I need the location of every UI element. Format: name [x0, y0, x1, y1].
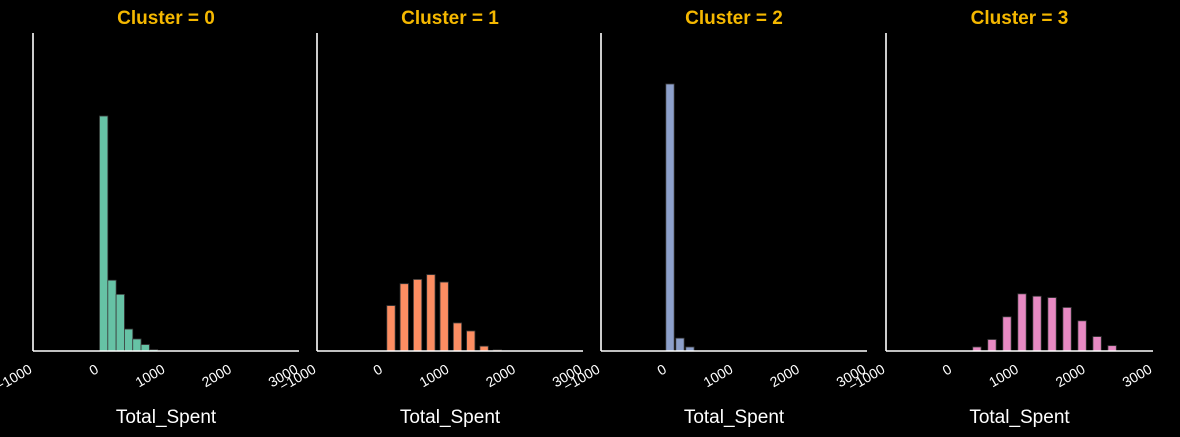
histogram-bar — [413, 279, 423, 352]
histogram-bar — [132, 338, 142, 352]
histogram-bar — [426, 274, 436, 352]
histogram-bar — [1047, 297, 1057, 352]
panel-title: Cluster = 2 — [685, 8, 783, 29]
histogram-bar — [1077, 320, 1087, 352]
histogram-bar — [99, 115, 109, 352]
histogram-bar — [115, 293, 125, 352]
histogram-bar — [452, 322, 463, 352]
panel-title: Cluster = 3 — [971, 8, 1069, 29]
histogram-bar — [1107, 345, 1117, 352]
histogram-bar — [1032, 295, 1042, 352]
histogram-bar — [439, 281, 449, 352]
x-axis-label: Total_Spent — [400, 407, 501, 428]
histogram-bar — [1017, 293, 1027, 352]
histogram-bar — [399, 283, 409, 352]
x-axis-label: Total_Spent — [969, 407, 1070, 428]
histogram-bar — [466, 330, 476, 352]
histogram-bar — [675, 337, 685, 352]
histogram-bar — [987, 339, 997, 352]
histogram-bar — [1062, 307, 1072, 352]
panel-title: Cluster = 0 — [117, 8, 215, 29]
histogram-bar — [124, 328, 134, 352]
panel-title: Cluster = 1 — [401, 8, 499, 29]
histogram-bar — [665, 83, 675, 352]
x-axis-label: Total_Spent — [684, 407, 785, 428]
histogram-bar — [107, 279, 117, 352]
histogram-bar — [386, 305, 396, 352]
x-axis-label: Total_Spent — [116, 407, 217, 428]
histogram-bar — [1092, 336, 1102, 352]
histogram-bar — [1002, 316, 1012, 352]
histogram-bar — [140, 344, 150, 352]
